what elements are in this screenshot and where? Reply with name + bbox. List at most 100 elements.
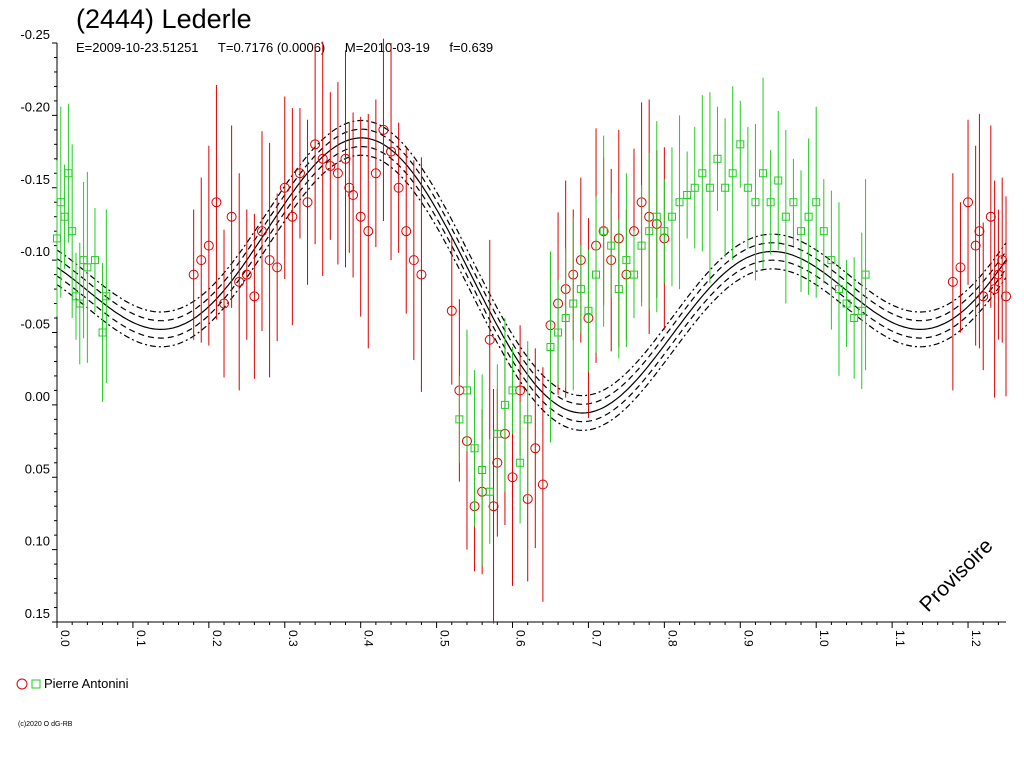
- data-point-square: [485, 487, 494, 496]
- period-label: T=0.7176 (0.0006): [217, 40, 326, 55]
- data-point-square: [797, 227, 806, 236]
- legend-circle-marker: [16, 678, 28, 689]
- provisoire-watermark: Provisoire: [915, 534, 997, 616]
- data-point-circle: [416, 269, 427, 280]
- y-tick-label: -0.25: [20, 27, 50, 42]
- data-point-square: [546, 342, 555, 351]
- data-point-circle: [226, 211, 237, 222]
- data-point-square: [637, 241, 646, 250]
- data-point-circle: [484, 334, 495, 345]
- data-point-circle: [287, 211, 298, 222]
- data-point-circle: [985, 211, 996, 222]
- data-point-square: [781, 212, 790, 221]
- fit-band-outer-lower: [56, 154, 1007, 431]
- x-tick-label: 0.5: [438, 630, 452, 647]
- data-point-circle: [970, 240, 981, 251]
- data-point-circle: [947, 276, 958, 287]
- data-point-circle: [310, 139, 321, 150]
- lightcurve-plot: -0.25 -0.20 -0.15 -0.10 -0.05 0.00 0.05 0.10 0.1…: [20, 27, 1011, 647]
- data-point-circle: [955, 262, 966, 273]
- data-point-square: [743, 183, 752, 192]
- data-point-square: [629, 270, 638, 279]
- data-point-circle: [378, 124, 389, 135]
- data-point-square: [804, 212, 813, 221]
- data-point-square: [561, 314, 570, 323]
- x-tick-label: 0.2: [210, 630, 224, 647]
- data-point-circle: [401, 226, 412, 237]
- y-tick-label: 0.15: [25, 606, 50, 621]
- fit-curve: [56, 137, 1007, 414]
- data-point-circle: [332, 168, 343, 179]
- data-point-circle: [211, 197, 222, 208]
- data-point-circle: [325, 161, 336, 172]
- data-point-circle: [370, 168, 381, 179]
- data-point-square: [584, 306, 593, 315]
- data-point-square: [599, 227, 608, 236]
- copyright-note: (c)2020 O dG-RB: [18, 721, 73, 728]
- data-point-circle: [249, 291, 260, 302]
- y-tick-label: 0.05: [25, 461, 50, 476]
- data-point-square: [462, 386, 471, 395]
- data-point-square: [827, 256, 836, 265]
- data-point-circle: [408, 255, 419, 266]
- data-point-circle: [272, 262, 283, 273]
- data-point-circle: [219, 298, 230, 309]
- data-point-circle: [993, 269, 1004, 280]
- data-point-square: [721, 183, 730, 192]
- data-point-square: [478, 466, 487, 475]
- legend-label: Pierre Antonini: [44, 676, 129, 691]
- data-point-circle: [317, 153, 328, 164]
- data-point-square: [812, 198, 821, 207]
- data-point-square: [554, 328, 563, 337]
- data-point-square: [652, 212, 661, 221]
- data-point-circle: [997, 255, 1008, 266]
- data-point-square: [705, 183, 714, 192]
- y-tick-label: -0.15: [20, 172, 50, 187]
- data-point-circle: [302, 197, 313, 208]
- epoch-label: E=2009-10-23.51251: [76, 40, 199, 55]
- data-point-circle: [348, 189, 359, 200]
- midpoint-label: M=2010-03-19: [344, 40, 430, 55]
- data-point-circle: [264, 255, 275, 266]
- data-point-square: [698, 169, 707, 178]
- data-point-square: [102, 292, 111, 301]
- data-point-square: [523, 415, 532, 424]
- data-point-circle: [256, 226, 267, 237]
- x-tick-label: 0.3: [286, 630, 300, 647]
- data-point-square: [690, 183, 699, 192]
- y-tick-label: 0.00: [25, 389, 50, 404]
- fit-band-inner-upper: [56, 128, 1007, 405]
- axes: -0.25 -0.20 -0.15 -0.10 -0.05 0.00 0.05 0.10 0.1…: [20, 27, 1006, 647]
- data-point-square: [500, 400, 509, 409]
- data-point-circle: [530, 443, 541, 454]
- data-point-square: [759, 169, 768, 178]
- y-tick-label: -0.20: [20, 99, 50, 114]
- data-point-circle: [241, 269, 252, 280]
- data-point-square: [675, 198, 684, 207]
- data-point-circle: [488, 501, 499, 512]
- data-point-square: [728, 169, 737, 178]
- data-point-circle: [188, 269, 199, 280]
- data-point-circle: [355, 211, 366, 222]
- y-tick-label: -0.05: [20, 317, 50, 332]
- x-tick-label: 1.2: [969, 630, 983, 647]
- data-point-circle: [446, 305, 457, 316]
- data-point-circle: [963, 197, 974, 208]
- x-tick-label: 0.1: [134, 630, 148, 647]
- fit-curves: [56, 119, 1007, 431]
- data-point-circle: [978, 291, 989, 302]
- data-point-circle: [363, 226, 374, 237]
- data-point-square: [508, 386, 517, 395]
- data-point-square: [645, 227, 654, 236]
- data-point-square: [68, 227, 77, 236]
- legend-markers: [16, 678, 41, 689]
- data-point-square: [569, 299, 578, 308]
- data-point-square: [774, 176, 783, 185]
- fraction-label: f=0.639: [449, 40, 494, 55]
- x-tick-label: 0.8: [665, 630, 679, 647]
- data-point-square: [493, 429, 502, 438]
- data-point-square: [667, 212, 676, 221]
- data-point-square: [83, 263, 92, 272]
- x-tick-label: 0.0: [58, 630, 72, 647]
- legend-square-marker: [31, 679, 41, 688]
